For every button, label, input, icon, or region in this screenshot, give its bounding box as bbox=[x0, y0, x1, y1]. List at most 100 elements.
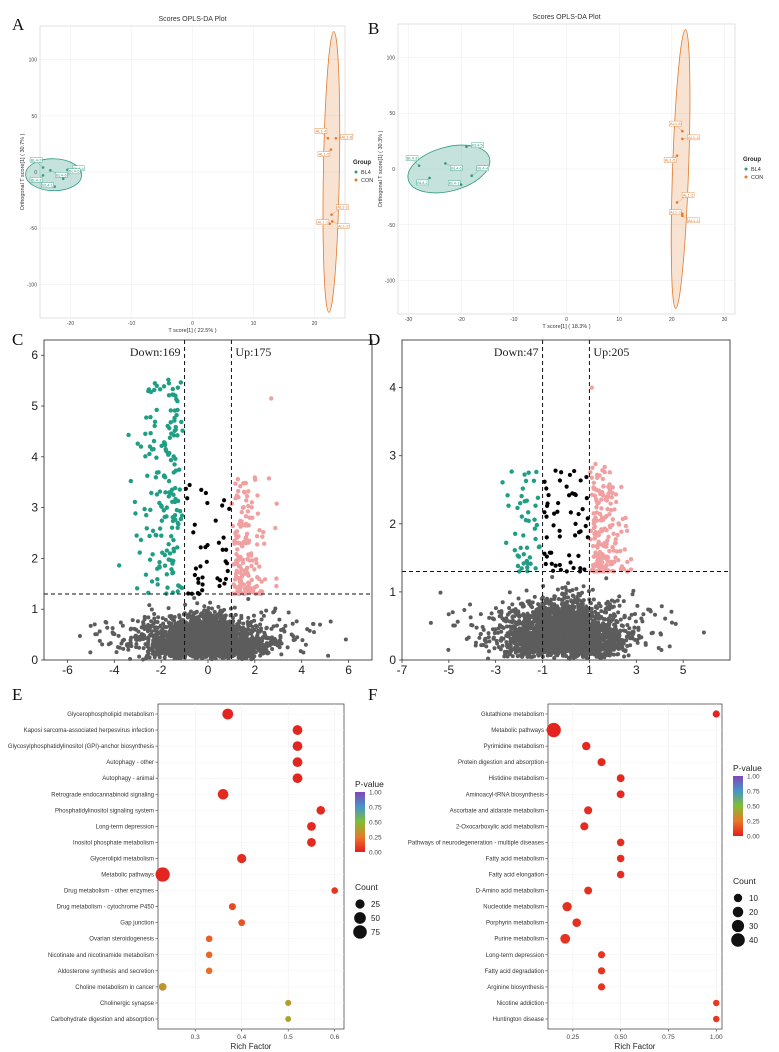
up-point bbox=[255, 511, 261, 516]
down-point bbox=[162, 473, 167, 478]
ns-point bbox=[134, 641, 139, 646]
ns-point bbox=[233, 612, 238, 617]
ns-point bbox=[141, 636, 146, 641]
ns-point bbox=[147, 624, 152, 629]
y-tick-label: 2 bbox=[31, 551, 38, 565]
sample-label: AL1-3 bbox=[338, 223, 349, 228]
x-tick-label: 5 bbox=[680, 663, 687, 677]
down-point bbox=[170, 570, 175, 576]
chart-title: Scores OPLS-DA Plot bbox=[158, 16, 226, 23]
ns-point bbox=[146, 627, 151, 632]
ns-point bbox=[524, 588, 529, 593]
ns-point bbox=[561, 653, 566, 658]
ns-point bbox=[126, 647, 131, 652]
ns-point bbox=[273, 638, 278, 643]
ns-point bbox=[88, 623, 93, 628]
up-point bbox=[246, 588, 252, 593]
ns-point bbox=[635, 638, 640, 643]
ns-point bbox=[615, 598, 620, 603]
legend-label-bl4: BL4 bbox=[361, 170, 371, 176]
sample-label: AL1-5 bbox=[665, 158, 676, 163]
ns-point bbox=[188, 628, 193, 633]
label-box bbox=[41, 182, 54, 188]
down-point bbox=[173, 468, 179, 473]
ns-point bbox=[168, 630, 173, 635]
ns-point bbox=[163, 617, 168, 622]
ns-point bbox=[195, 601, 200, 606]
sample-label: AL1-6 bbox=[342, 134, 353, 139]
ns-point bbox=[574, 586, 579, 591]
ns-point bbox=[246, 649, 251, 654]
down-point bbox=[167, 551, 173, 556]
up-point bbox=[240, 543, 245, 549]
down-point bbox=[165, 451, 171, 456]
ns-point bbox=[183, 602, 188, 607]
label-box bbox=[405, 155, 419, 161]
ns-point bbox=[507, 590, 512, 595]
ns-point bbox=[160, 616, 165, 621]
ns-point bbox=[169, 614, 174, 619]
y-tick-label: 0 bbox=[389, 653, 396, 667]
ns-point bbox=[142, 614, 147, 619]
up-point bbox=[243, 521, 249, 527]
ns-point bbox=[162, 631, 167, 636]
down-point bbox=[132, 499, 138, 505]
down-point bbox=[138, 444, 144, 449]
down-point bbox=[179, 513, 185, 518]
ns-point bbox=[155, 650, 160, 655]
sample-label: BL4-1 bbox=[449, 181, 460, 186]
ns-point bbox=[241, 621, 246, 626]
up-point bbox=[259, 579, 264, 584]
panel-label-a: A bbox=[12, 15, 25, 34]
mid-point bbox=[200, 582, 205, 587]
sample-label: AL1-1 bbox=[317, 220, 328, 225]
up-point bbox=[236, 521, 242, 527]
ns-point bbox=[510, 654, 515, 659]
legend-marker-con bbox=[354, 178, 358, 182]
ns-point bbox=[200, 624, 205, 629]
up-point bbox=[239, 509, 244, 515]
up-point bbox=[241, 481, 246, 486]
ns-point bbox=[701, 630, 706, 635]
ns-point bbox=[128, 656, 133, 661]
down-point bbox=[169, 525, 175, 530]
ns-point bbox=[446, 612, 451, 617]
ns-point bbox=[241, 625, 246, 630]
label-box bbox=[29, 157, 43, 163]
down-point bbox=[159, 504, 164, 509]
up-point bbox=[246, 552, 251, 558]
ns-point bbox=[206, 630, 211, 635]
ns-point bbox=[259, 610, 264, 615]
ns-point bbox=[167, 646, 172, 651]
ns-point bbox=[154, 625, 159, 630]
mid-point bbox=[215, 576, 220, 581]
x-tick-label: 4 bbox=[298, 663, 305, 677]
ns-point bbox=[462, 607, 467, 612]
down-point bbox=[179, 419, 184, 425]
ns-point bbox=[265, 651, 270, 656]
ns-point bbox=[100, 642, 105, 647]
up-point bbox=[274, 576, 279, 581]
sample-label: BL4-6 bbox=[451, 165, 462, 170]
y-tick-label: 3 bbox=[31, 501, 38, 515]
x-tick-label: -30 bbox=[405, 317, 412, 323]
mid-point bbox=[186, 591, 191, 596]
panel-label-d: D bbox=[368, 330, 380, 349]
x-tick-label: -3 bbox=[490, 663, 501, 677]
down-point bbox=[166, 541, 171, 547]
ns-point bbox=[326, 653, 331, 658]
ns-point bbox=[147, 647, 152, 652]
ns-point bbox=[259, 617, 264, 622]
up-point bbox=[234, 560, 240, 565]
ns-point bbox=[192, 596, 197, 601]
x-tick-label: -2 bbox=[156, 663, 167, 677]
ns-point bbox=[129, 644, 134, 649]
ns-point bbox=[630, 635, 635, 640]
ns-point bbox=[188, 642, 193, 647]
up-point bbox=[246, 503, 251, 509]
ns-point bbox=[265, 636, 270, 641]
up-point bbox=[266, 476, 272, 481]
ns-point bbox=[616, 610, 621, 615]
ns-point bbox=[311, 630, 316, 635]
ns-point bbox=[252, 627, 257, 632]
